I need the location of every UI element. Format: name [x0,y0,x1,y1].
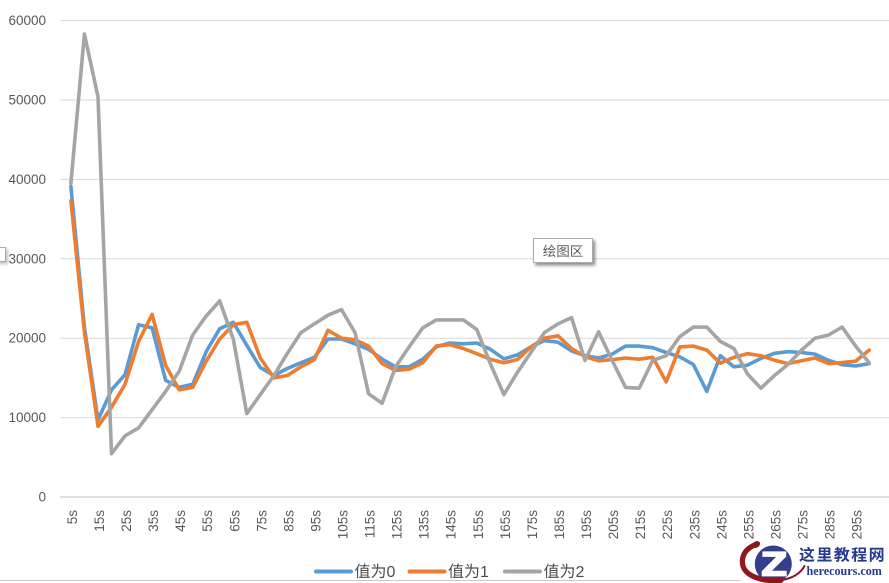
svg-text:125s: 125s [390,510,405,540]
svg-text:20000: 20000 [8,331,46,346]
svg-text:245s: 245s [714,510,729,540]
svg-text:175s: 175s [525,510,540,540]
svg-text:60000: 60000 [8,13,46,28]
svg-text:10000: 10000 [8,410,46,425]
svg-text:95s: 95s [308,510,323,532]
svg-text:145s: 145s [444,510,459,540]
svg-text:155s: 155s [471,510,486,540]
svg-text:75s: 75s [254,510,269,532]
svg-text:235s: 235s [687,510,702,540]
svg-text:45s: 45s [173,510,188,532]
svg-text:255s: 255s [741,510,756,540]
svg-text:225s: 225s [660,510,675,540]
svg-text:40000: 40000 [8,172,46,187]
svg-text:30000: 30000 [8,251,46,266]
svg-text:25s: 25s [119,510,134,532]
svg-text:0: 0 [387,564,396,581]
svg-text:85s: 85s [281,510,296,532]
svg-text:2: 2 [576,564,585,581]
svg-text:105s: 105s [336,510,351,540]
svg-text:herecours.com: herecours.com [807,564,882,578]
svg-text:35s: 35s [146,510,161,532]
svg-text:50000: 50000 [8,93,46,108]
svg-text:205s: 205s [606,510,621,540]
svg-text:215s: 215s [633,510,648,540]
svg-text:185s: 185s [552,510,567,540]
svg-text:165s: 165s [498,510,513,540]
svg-text:65s: 65s [227,510,242,532]
svg-text:115s: 115s [363,510,378,539]
svg-text:1: 1 [480,564,489,581]
svg-text:55s: 55s [200,510,215,532]
svg-text:195s: 195s [579,510,594,540]
svg-text:0: 0 [38,490,46,505]
svg-text:5s: 5s [65,510,80,525]
svg-text:275s: 275s [796,510,811,540]
svg-text:135s: 135s [417,510,432,540]
svg-text:15s: 15s [92,510,107,532]
svg-text:295s: 295s [850,510,865,540]
svg-text:285s: 285s [823,510,838,540]
svg-text:265s: 265s [769,510,784,540]
